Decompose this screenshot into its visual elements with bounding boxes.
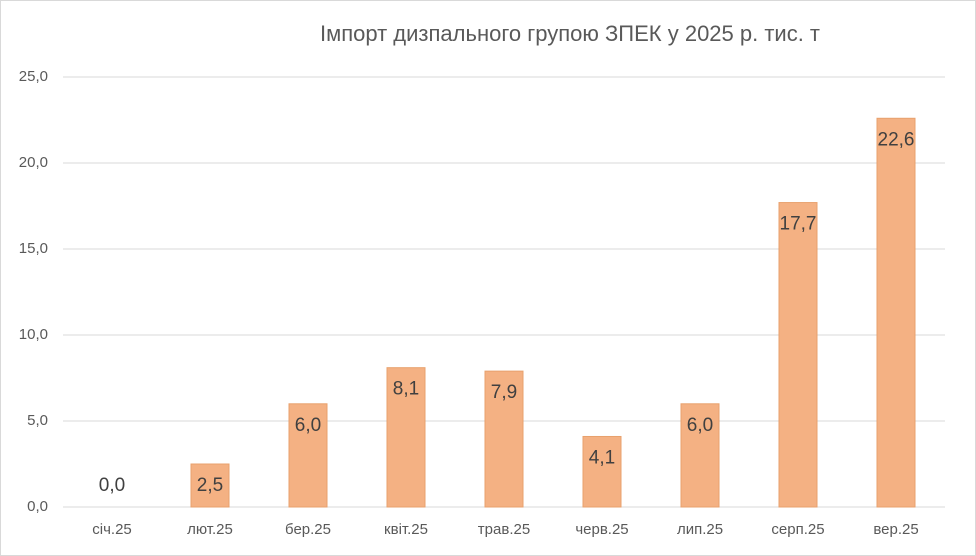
- bar: [484, 370, 524, 508]
- x-tick-label: вер.25: [873, 521, 918, 538]
- bar: [680, 403, 720, 508]
- x-tick-label: лип.25: [677, 521, 723, 538]
- x-tick-label: лют.25: [187, 521, 233, 538]
- bar: [876, 117, 916, 508]
- bar: [582, 435, 622, 508]
- value-label: 7,9: [491, 382, 517, 403]
- bar: [190, 463, 230, 508]
- value-label: 6,0: [295, 415, 321, 436]
- y-tick-label: 20,0: [19, 154, 48, 171]
- x-tick-label: січ.25: [92, 521, 132, 538]
- x-tick-label: черв.25: [575, 521, 628, 538]
- x-tick-label: квіт.25: [384, 521, 428, 538]
- y-tick-label: 5,0: [27, 412, 48, 429]
- value-label: 17,7: [780, 214, 817, 235]
- bar: [778, 202, 818, 508]
- y-tick-label: 10,0: [19, 326, 48, 343]
- chart-title: Імпорт дизпального групою ЗПЕК у 2025 р.…: [320, 21, 820, 46]
- bar: [288, 403, 328, 508]
- x-tick-label: серп.25: [771, 521, 824, 538]
- value-label: 0,0: [99, 475, 125, 496]
- x-tick-label: трав.25: [478, 521, 530, 538]
- value-label: 8,1: [393, 379, 419, 400]
- y-tick-label: 25,0: [19, 68, 48, 85]
- value-label: 2,5: [197, 475, 223, 496]
- y-tick-label: 0,0: [27, 498, 48, 515]
- value-label: 4,1: [589, 447, 615, 468]
- y-tick-label: 15,0: [19, 240, 48, 257]
- value-label: 6,0: [687, 415, 713, 436]
- bar: [386, 367, 426, 508]
- value-label: 22,6: [878, 129, 915, 150]
- x-tick-label: бер.25: [285, 521, 331, 538]
